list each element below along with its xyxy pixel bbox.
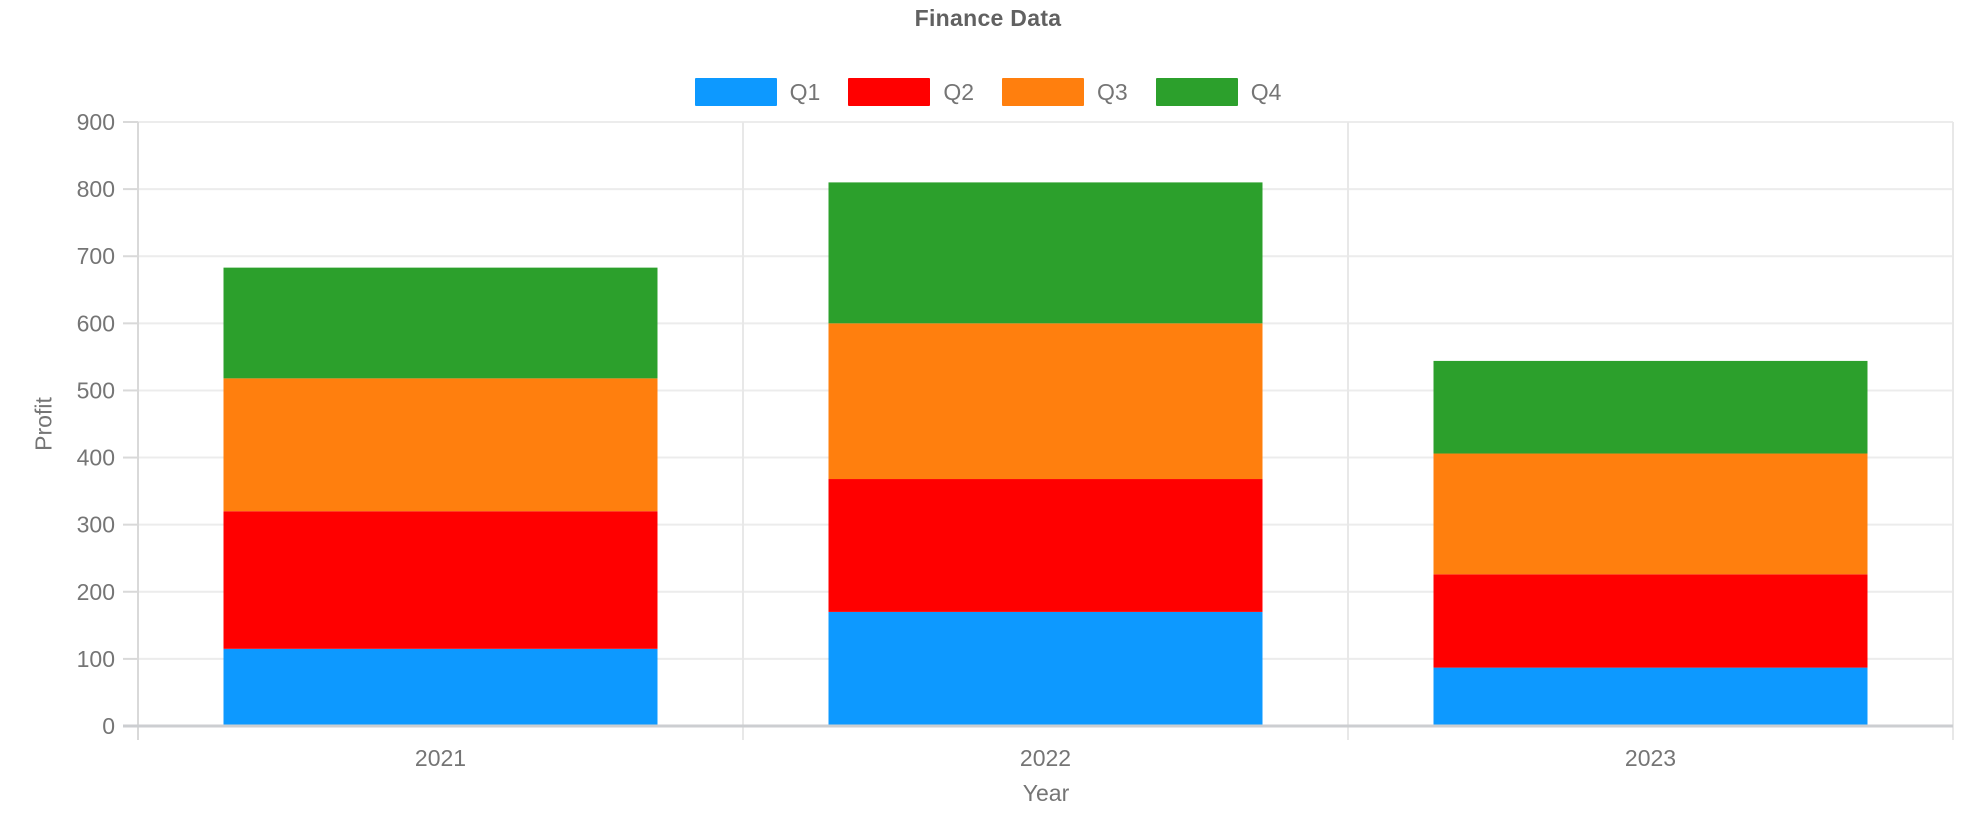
legend-item-q3[interactable]: Q3 <box>1002 78 1128 106</box>
legend-swatch-q1 <box>694 78 777 106</box>
bar-segment-2021-q4[interactable]: 2021 Q4: 165 <box>223 267 658 379</box>
bar-segment-2022-q4[interactable]: 2022 Q4: 210 <box>828 182 1263 324</box>
legend-label-q2: Q2 <box>943 78 974 105</box>
y-tick-label-700: 700 <box>77 243 115 269</box>
y-tick-label-300: 300 <box>77 512 115 538</box>
legend-swatch-q3 <box>1002 78 1084 106</box>
y-tick-label-0: 0 <box>102 713 115 739</box>
bar-segment-2023-q3[interactable]: 2023 Q3: 180 <box>1433 453 1868 575</box>
y-tick-label-800: 800 <box>77 176 115 202</box>
legend-label-q4: Q4 <box>1250 78 1282 105</box>
chart-title: Finance Data <box>914 5 1062 31</box>
legend-swatch-q4 <box>1155 78 1238 106</box>
y-tick-label-400: 400 <box>77 445 115 471</box>
y-tick-label-900: 900 <box>77 109 115 135</box>
bar-segment-2021-q3[interactable]: 2021 Q3: 198 <box>223 378 658 512</box>
y-tick-label-600: 600 <box>77 310 115 336</box>
x-tick-label-2022: 2022 <box>1020 745 1071 771</box>
y-tick-label-200: 200 <box>77 579 115 605</box>
bar-segment-2023-q2[interactable]: 2023 Q2: 139 <box>1433 574 1868 668</box>
y-tick-label-500: 500 <box>77 377 115 403</box>
bar-segment-2023-q1[interactable]: 2023 Q1: 87 <box>1433 667 1868 726</box>
y-tick-label-100: 100 <box>77 646 115 672</box>
legend-item-q2[interactable]: Q2 <box>848 78 974 106</box>
legend-item-q1[interactable]: Q1 <box>694 78 821 106</box>
bar-segment-2022-q3[interactable]: 2022 Q3: 232 <box>828 323 1263 480</box>
bar-segment-2022-q2[interactable]: 2022 Q2: 198 <box>828 479 1263 612</box>
bar-segment-2022-q1[interactable]: 2022 Q1: 170 <box>828 611 1263 726</box>
legend-label-q1: Q1 <box>789 78 821 105</box>
bar-segment-2021-q2[interactable]: 2021 Q2: 205 <box>223 511 658 649</box>
x-tick-label-2021: 2021 <box>415 745 466 771</box>
bar-segment-2021-q1[interactable]: 2021 Q1: 115 <box>223 648 658 726</box>
legend-swatch-q2 <box>848 78 931 106</box>
x-axis-title: Year <box>1022 780 1070 806</box>
y-axis-title: Profit <box>30 397 57 451</box>
legend-item-q4[interactable]: Q4 <box>1155 78 1282 106</box>
x-tick-label-2023: 2023 <box>1625 745 1676 771</box>
bar-segment-2023-q4[interactable]: 2023 Q4: 138 <box>1433 360 1868 454</box>
legend-label-q3: Q3 <box>1097 78 1128 105</box>
legend: Q1 Q2 Q3 Q4 <box>0 78 1976 106</box>
